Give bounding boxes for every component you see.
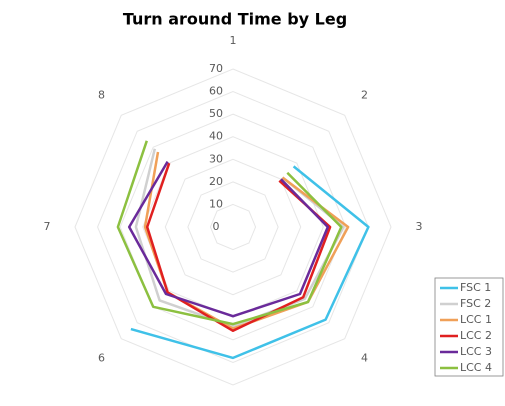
legend-label: LCC 4 [460, 361, 492, 374]
r-tick-label: 20 [209, 175, 223, 188]
series-line [145, 162, 332, 333]
axis-label: 6 [98, 352, 105, 365]
legend-label: LCC 1 [460, 313, 492, 326]
r-tick-label: 40 [209, 130, 223, 143]
r-tick-label: 70 [209, 62, 223, 75]
r-tick-label: 60 [209, 85, 223, 98]
grid-line [209, 203, 257, 251]
grid-line [119, 113, 347, 341]
r-tick-label: 0 [213, 220, 220, 233]
series-line [127, 160, 330, 318]
legend-label: LCC 3 [460, 345, 492, 358]
chart-title: Turn around Time by Leg [123, 10, 347, 29]
legend-label: LCC 2 [460, 329, 492, 342]
legend-label: FSC 1 [460, 281, 491, 294]
axis-label: 8 [98, 88, 105, 101]
r-tick-label: 10 [209, 197, 223, 210]
axis-label: 3 [416, 220, 423, 233]
series-line [143, 151, 350, 330]
series-line [116, 140, 343, 326]
axis-label: 1 [230, 34, 237, 47]
r-tick-label: 50 [209, 107, 223, 120]
series-line [130, 165, 370, 360]
r-tick-label: 30 [209, 152, 223, 165]
axis-label: 4 [361, 352, 368, 365]
grid-line [187, 181, 279, 273]
grid-line [164, 158, 302, 296]
axis-label: 7 [44, 220, 51, 233]
series-line [134, 148, 345, 328]
axis-label: 2 [361, 88, 368, 101]
grid-line [97, 91, 369, 363]
legend-box [434, 277, 504, 377]
grid-line [74, 68, 392, 386]
legend-label: FSC 2 [460, 297, 491, 310]
